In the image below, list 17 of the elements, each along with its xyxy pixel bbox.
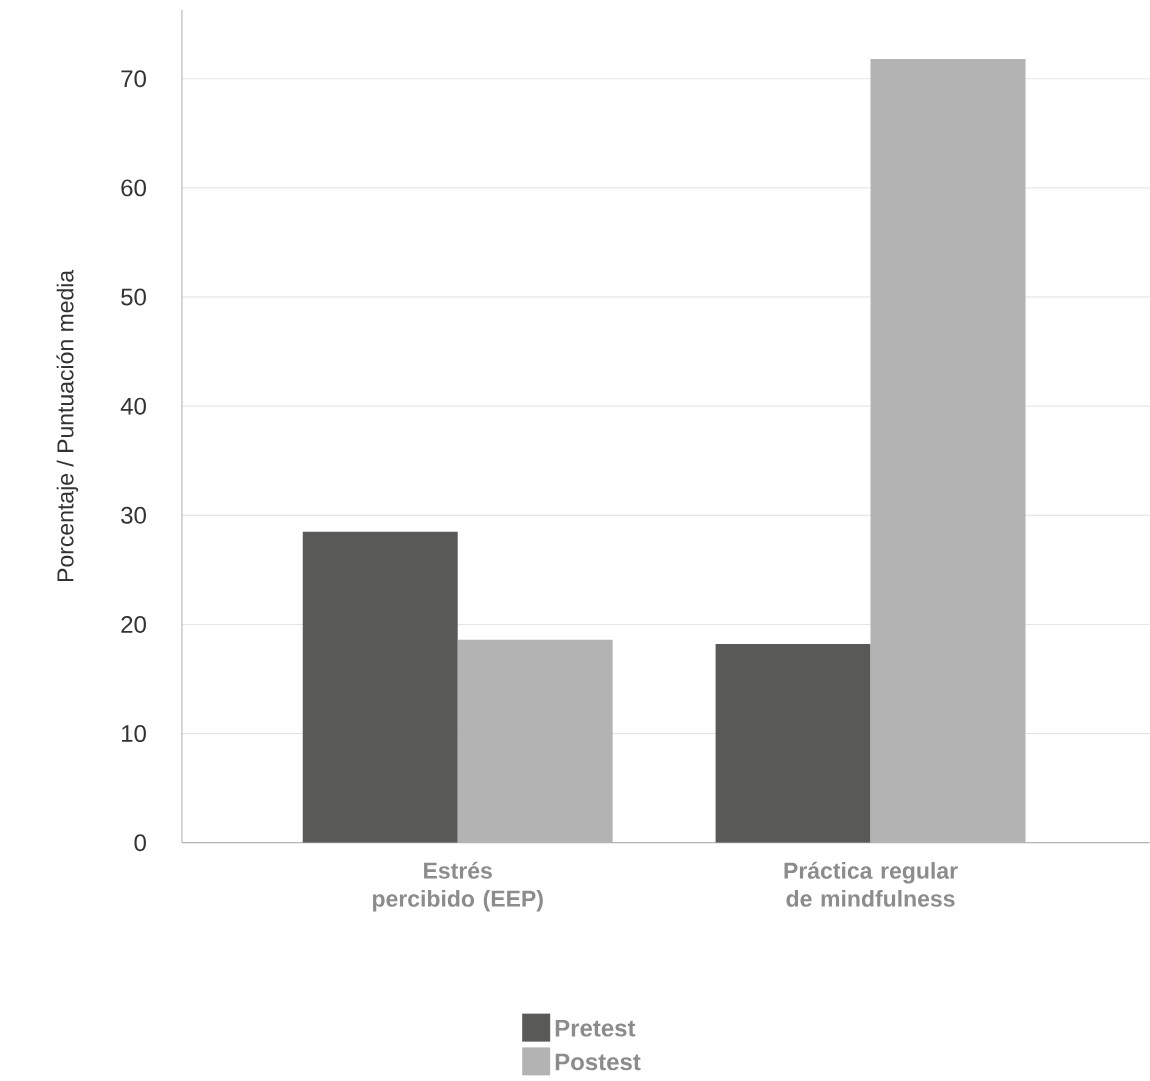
y-tick-label: 30	[121, 506, 146, 524]
y-tick-label: 20	[121, 615, 146, 633]
y-axis-title: Porcentaje / Puntuación media	[56, 269, 79, 581]
y-tick-label: 60	[121, 179, 146, 197]
bar	[302, 531, 458, 843]
bar	[715, 644, 871, 843]
legend-label: Postest	[555, 1053, 641, 1071]
x-tick-label: Práctica regular de mindfulness	[784, 861, 958, 907]
y-tick-label: 40	[120, 397, 146, 415]
y-tick-label: 70	[121, 70, 146, 88]
bar	[870, 59, 1026, 843]
legend-label: Pretest	[555, 1019, 636, 1037]
y-tick-label: 50	[121, 288, 146, 306]
x-tick-label: Estrés percibido (EEP)	[372, 861, 543, 912]
y-tick-label: 10	[122, 725, 146, 742]
y-tick-label: 0	[134, 834, 146, 852]
bar	[457, 639, 613, 843]
